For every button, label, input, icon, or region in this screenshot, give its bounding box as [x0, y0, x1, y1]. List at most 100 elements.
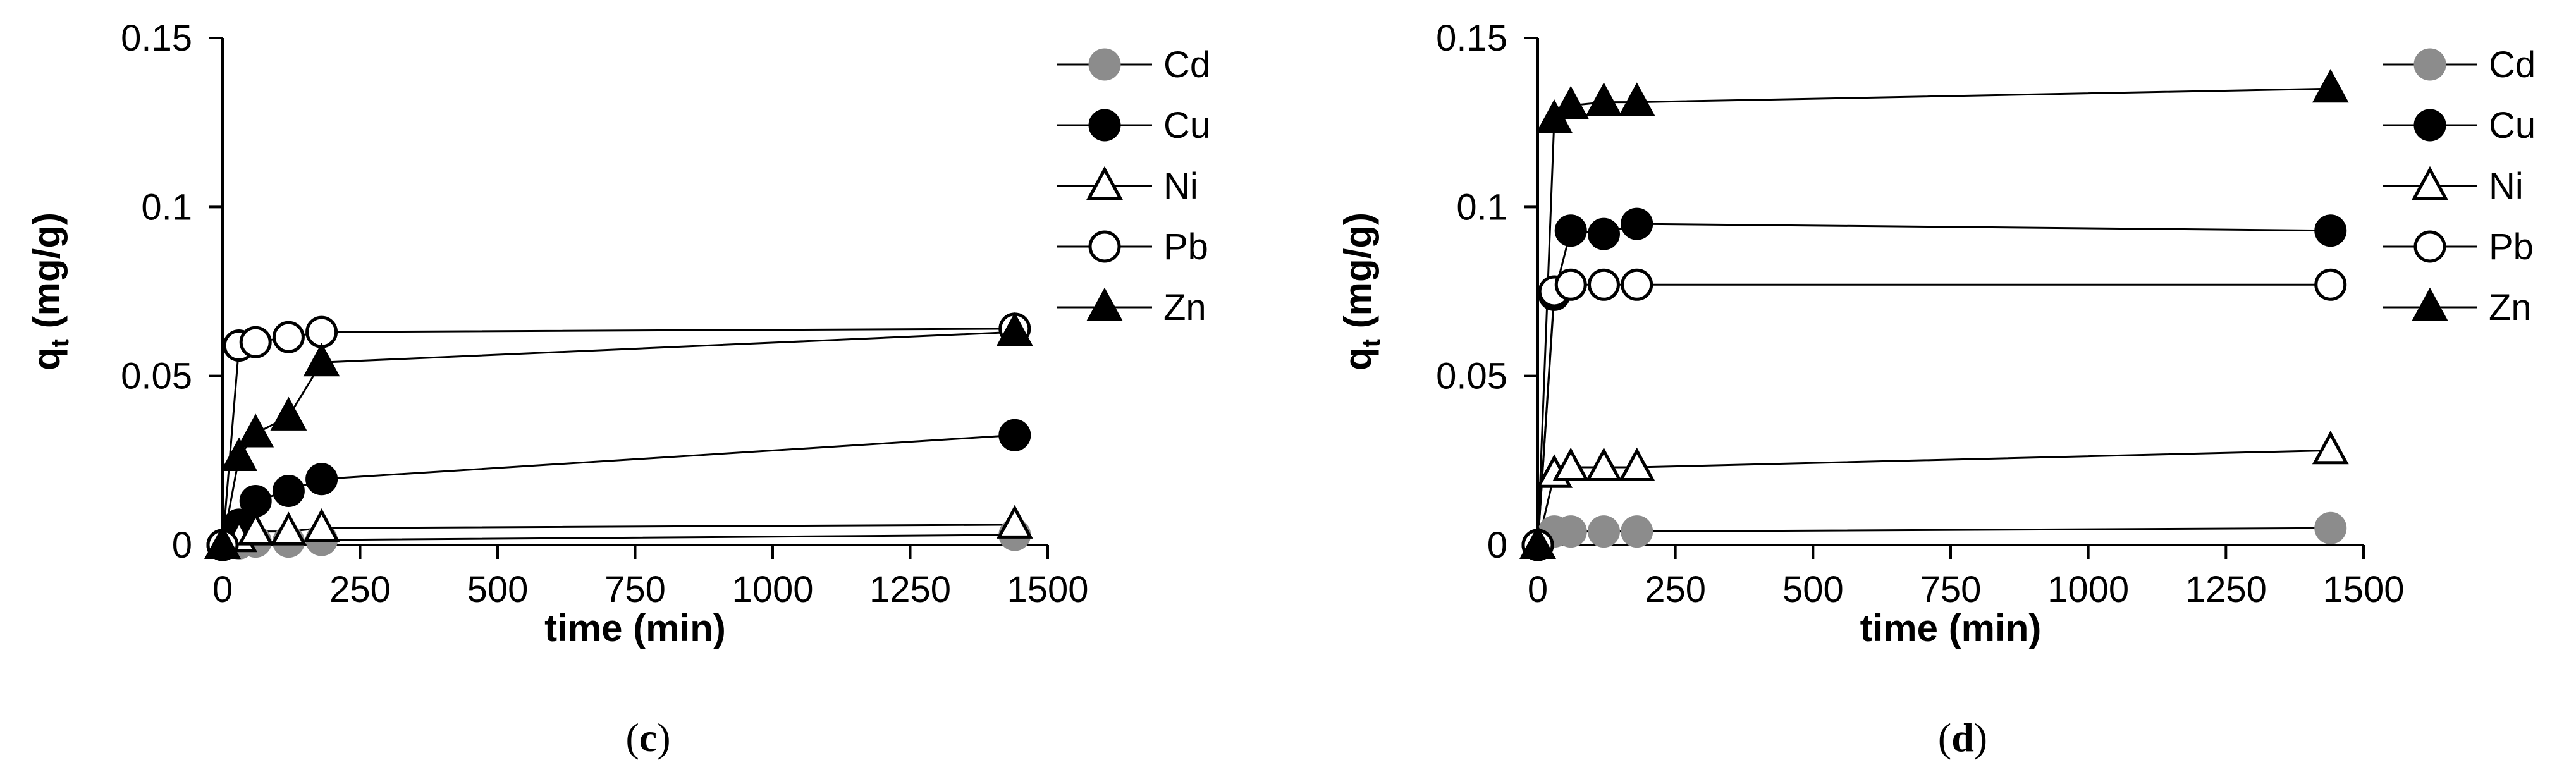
- x-tick-label: 1500: [1007, 569, 1088, 610]
- panel-label-letter: c: [639, 715, 657, 760]
- data-point-pb: [2314, 268, 2347, 301]
- data-point-cu: [998, 419, 1031, 451]
- data-point-pb: [272, 321, 305, 353]
- series-line-pb: [1536, 283, 2331, 546]
- legend-marker-cu: [1088, 109, 1121, 142]
- y-axis-title-subscript: t: [1358, 339, 1385, 347]
- x-tick-label: 250: [1645, 569, 1706, 610]
- data-point-ni: [1585, 447, 1622, 482]
- legend-marker-cd: [1088, 48, 1121, 81]
- legend-marker-ni: [1086, 166, 1123, 200]
- data-point-zn: [204, 525, 241, 559]
- legend-marker-zn: [1086, 287, 1123, 321]
- data-point-cu: [1554, 214, 1587, 247]
- data-point-cu: [1587, 217, 1620, 250]
- series-line-cu: [1536, 223, 2331, 546]
- legend-label-cu: Cu: [1163, 105, 1210, 146]
- x-tick-label: 750: [604, 569, 666, 610]
- y-axis-title: qt (mg/g): [1337, 212, 1385, 371]
- y-axis-title-unit: (mg/g): [1337, 212, 1379, 339]
- y-axis-title-subscript: t: [46, 339, 74, 347]
- legend: Cd Cu Ni Pb Zn: [1057, 44, 1210, 328]
- x-tick-label: 1250: [869, 569, 951, 610]
- data-point-zn: [221, 437, 258, 471]
- data-point-ni: [237, 511, 274, 546]
- legend-marker-cu: [2413, 109, 2446, 142]
- series-line-cd: [1537, 527, 2331, 546]
- legend-label-cd: Cd: [1163, 44, 1210, 85]
- x-tick-label: 500: [1782, 569, 1844, 610]
- y-tick-label: 0.1: [141, 187, 192, 228]
- data-point-zn: [237, 413, 274, 448]
- panel-label-close: ): [657, 715, 670, 760]
- x-tick-label: 250: [329, 569, 391, 610]
- panel-label-letter: d: [1951, 715, 1974, 760]
- panel-label: (d): [1938, 715, 1987, 760]
- data-point-pb: [305, 315, 338, 348]
- x-axis-title: time (min): [544, 607, 726, 649]
- x-tick-label: 1000: [2047, 569, 2129, 610]
- legend-label-ni: Ni: [1163, 166, 1198, 207]
- data-point-cu: [1621, 207, 1653, 240]
- legend-label-pb: Pb: [1163, 226, 1208, 267]
- x-tick-label: 0: [212, 569, 233, 610]
- series-line-pb: [221, 328, 1015, 546]
- series-line-cd: [222, 534, 1015, 546]
- data-point-cd: [2314, 511, 2347, 544]
- y-tick-label: 0.1: [1456, 187, 1507, 228]
- data-point-cd: [1554, 515, 1587, 548]
- data-point-ni: [303, 508, 340, 542]
- legend-label-zn: Zn: [1163, 287, 1206, 328]
- data-point-zn: [270, 396, 307, 431]
- x-tick-label: 1500: [2322, 569, 2404, 610]
- data-point-ni: [996, 505, 1033, 539]
- x-tick-label: 750: [1920, 569, 1982, 610]
- data-point-zn: [1519, 525, 1556, 559]
- y-tick-label: 0: [172, 525, 192, 566]
- data-point-zn: [1618, 82, 1655, 116]
- data-point-ni: [270, 511, 307, 546]
- y-axis-title: qt (mg/g): [25, 212, 74, 371]
- data-point-pb: [1554, 268, 1587, 301]
- legend-label-zn: Zn: [2489, 287, 2532, 328]
- x-axis-title: time (min): [1860, 607, 2042, 649]
- data-point-cu: [2314, 214, 2347, 247]
- panel-label-open: (: [625, 715, 639, 760]
- legend-label-cd: Cd: [2489, 44, 2536, 85]
- legend-marker-pb: [1088, 230, 1121, 263]
- legend-label-pb: Pb: [2489, 226, 2534, 267]
- data-point-pb: [239, 326, 272, 358]
- legend-marker-ni: [2412, 166, 2448, 200]
- x-tick-label: 0: [1528, 569, 1548, 610]
- legend-marker-cd: [2413, 48, 2446, 81]
- legend-label-cu: Cu: [2489, 105, 2536, 146]
- data-point-zn: [1585, 82, 1622, 116]
- data-point-ni: [1552, 447, 1590, 482]
- y-axis-title-main: q: [1337, 347, 1379, 371]
- y-tick-label: 0: [1487, 525, 1507, 566]
- y-tick-label: 0.15: [121, 18, 192, 59]
- y-tick-label: 0.05: [1436, 356, 1507, 397]
- panel-label: (c): [625, 715, 670, 760]
- data-point-ni: [2312, 431, 2349, 465]
- legend-marker-zn: [2412, 287, 2448, 321]
- series-line-zn: [1536, 87, 2331, 546]
- data-point-cd: [1621, 515, 1653, 548]
- panel-label-open: (: [1938, 715, 1951, 760]
- x-tick-label: 1250: [2185, 569, 2267, 610]
- legend-marker-pb: [2413, 230, 2446, 263]
- data-point-ni: [1618, 447, 1655, 482]
- data-point-pb: [1621, 268, 1653, 301]
- data-point-zn: [303, 343, 340, 377]
- y-axis-title-unit: (mg/g): [25, 212, 68, 339]
- data-point-zn: [1552, 85, 1590, 119]
- y-axis-title-main: q: [25, 347, 68, 371]
- data-point-zn: [2312, 68, 2349, 103]
- panel-label-close: ): [1974, 715, 1987, 760]
- chart-panel-c: 0 0.05 0.1 0.15 0 250 500 750 1000 1250 1500 time (…: [25, 18, 1210, 760]
- data-point-cu: [239, 484, 272, 517]
- legend: Cd Cu Ni Pb Zn: [2383, 44, 2536, 328]
- series-line-zn: [221, 331, 1015, 546]
- y-tick-label: 0.05: [121, 356, 192, 397]
